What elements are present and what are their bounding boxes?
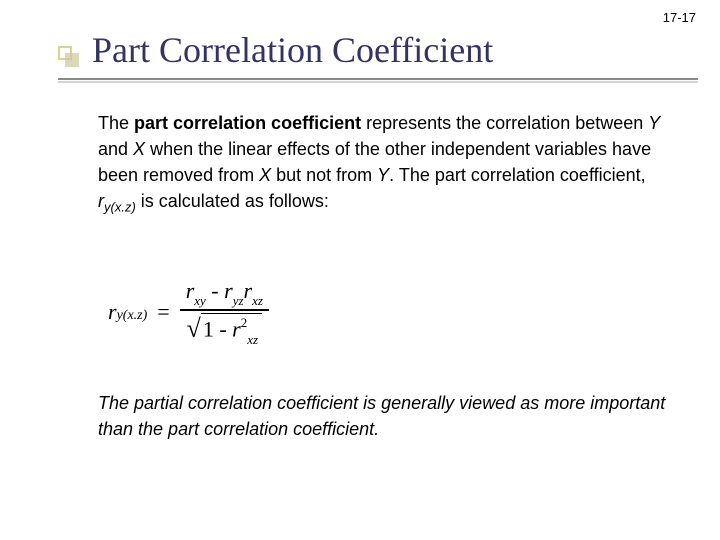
title-region: Part Correlation Coefficient <box>58 30 700 71</box>
bold-term: part correlation coefficient <box>134 113 361 133</box>
text-run: and <box>98 139 133 159</box>
sqrt: √ 1 - r2 xz <box>187 313 263 346</box>
den-one: 1 - <box>203 316 232 341</box>
var-x: X <box>133 139 145 159</box>
formula: ry(x.z) = rxy - ryzrxz √ 1 - r2xz <box>108 278 269 346</box>
num-r3-sub: xz <box>252 293 263 308</box>
text-run: . The part correlation coefficient, <box>389 165 645 185</box>
var-y: Y <box>648 113 660 133</box>
num-r2: r <box>224 278 233 303</box>
radicand: 1 - r2 xz <box>201 313 262 346</box>
coef-subscript: y(x.z) <box>104 200 136 215</box>
numerator: rxy - ryzrxz <box>180 278 269 307</box>
num-r2-sub: yz <box>233 293 244 308</box>
equals-sign: = <box>157 299 169 325</box>
var-x2: X <box>259 165 271 185</box>
text-run: The <box>98 113 134 133</box>
text-run: but not from <box>271 165 377 185</box>
num-r1: r <box>186 278 195 303</box>
num-r1-sub: xy <box>194 293 206 308</box>
var-y2: Y <box>377 165 389 185</box>
text-run: represents the correlation between <box>361 113 648 133</box>
formula-lhs-sub: y(x.z) <box>117 308 148 324</box>
den-sup: 2 <box>241 315 248 330</box>
fraction-bar <box>180 309 269 311</box>
den-sub: xz <box>247 332 258 347</box>
title-underline-light <box>58 81 698 83</box>
title-underline-dark <box>58 78 698 80</box>
radical-symbol: √ <box>187 316 201 342</box>
minus: - <box>206 278 224 303</box>
fraction: rxy - ryzrxz √ 1 - r2xz <box>180 278 269 346</box>
slide-title: Part Correlation Coefficient <box>58 30 700 71</box>
bullet-icon <box>58 46 72 60</box>
body-paragraph: The part correlation coefficient represe… <box>98 110 680 218</box>
text-run: is calculated as follows: <box>136 191 329 211</box>
num-r3: r <box>244 278 253 303</box>
denominator: √ 1 - r2 xz <box>181 313 269 346</box>
page-number: 17-17 <box>663 10 696 25</box>
footnote: The partial correlation coefficient is g… <box>98 390 680 442</box>
den-r: r <box>232 316 241 341</box>
formula-lhs-r: r <box>108 299 117 325</box>
